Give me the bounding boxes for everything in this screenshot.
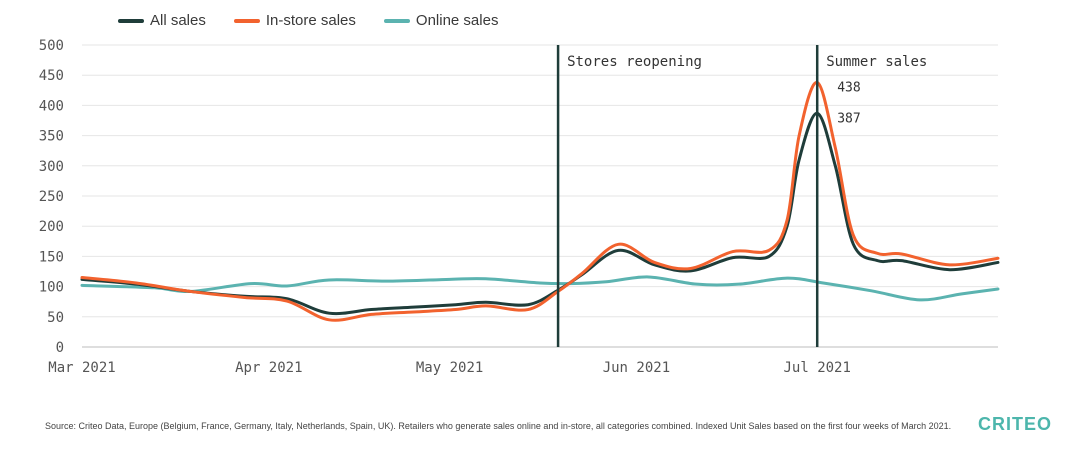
data-label: 438 <box>837 80 860 95</box>
y-tick-label: 50 <box>47 310 64 326</box>
event-label: Stores reopening <box>567 54 702 70</box>
y-tick-label: 500 <box>39 38 64 54</box>
y-tick-label: 450 <box>39 68 64 84</box>
x-tick-label: May 2021 <box>416 360 483 376</box>
series-line-all-sales <box>80 111 1000 316</box>
y-tick-label: 150 <box>39 249 64 265</box>
y-tick-label: 0 <box>56 340 64 356</box>
y-tick-label: 100 <box>39 280 64 296</box>
y-tick-label: 200 <box>39 219 64 235</box>
legend-item-all-sales: All sales <box>118 12 206 29</box>
series-line-online-sales <box>80 275 1000 302</box>
legend: All sales In-store sales Online sales <box>118 12 498 29</box>
legend-swatch-in-store-sales <box>233 18 260 23</box>
data-label: 387 <box>837 111 860 126</box>
series-line-in-store-sales <box>80 80 1000 322</box>
legend-item-online-sales: Online sales <box>383 12 499 29</box>
legend-label-all-sales: All sales <box>150 12 206 29</box>
source-note: Source: Criteo Data, Europe (Belgium, Fr… <box>45 421 952 431</box>
legend-item-in-store-sales: In-store sales <box>233 12 356 29</box>
legend-swatch-all-sales <box>118 18 144 23</box>
event-label: Summer sales <box>826 54 927 70</box>
x-tick-label: Jun 2021 <box>603 360 670 376</box>
y-tick-label: 400 <box>39 98 64 114</box>
criteo-logo: CRITEO <box>977 414 1052 434</box>
legend-label-in-store-sales: In-store sales <box>265 12 356 29</box>
x-tick-label: Jul 2021 <box>783 360 850 376</box>
x-tick-label: Mar 2021 <box>48 360 115 376</box>
x-tick-label: Apr 2021 <box>235 360 302 376</box>
legend-swatch-online-sales <box>383 18 410 23</box>
legend-label-online-sales: Online sales <box>415 12 499 29</box>
y-tick-label: 350 <box>39 129 64 145</box>
y-tick-label: 300 <box>39 159 64 175</box>
y-tick-label: 250 <box>39 189 64 205</box>
